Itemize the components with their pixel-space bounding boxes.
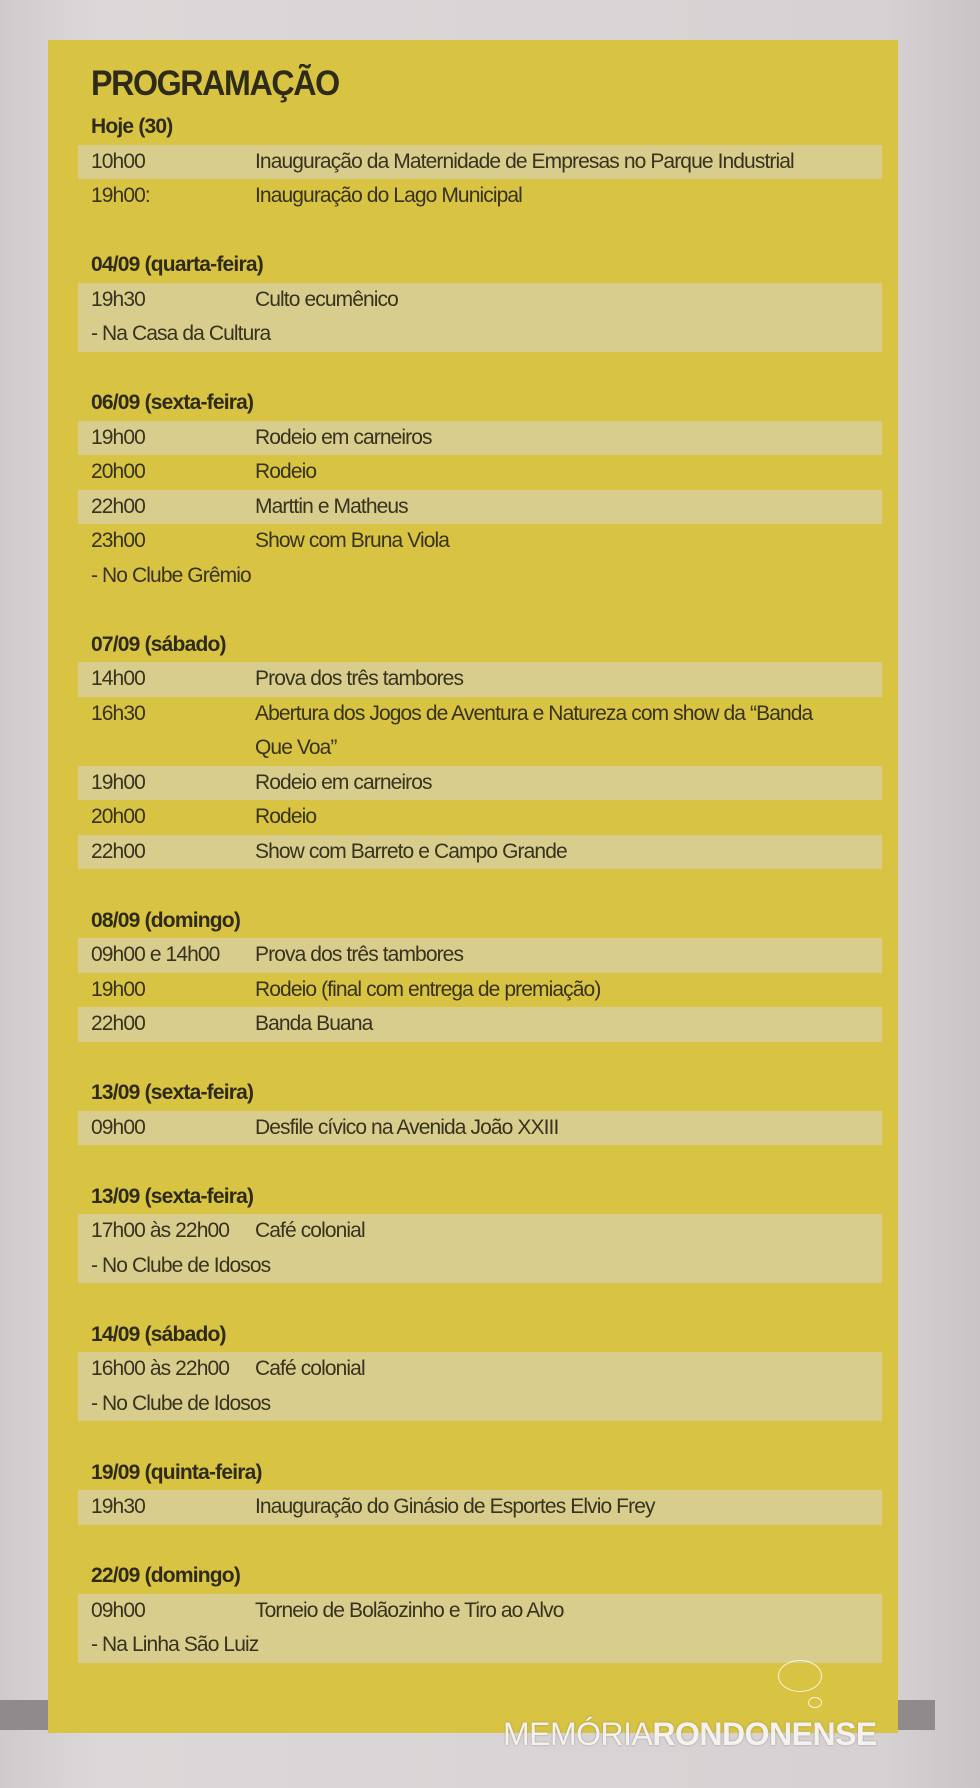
event-description: Rodeio em carneiros (255, 770, 433, 794)
event-description: Culto ecumênico (255, 287, 399, 311)
event-description: Inauguração da Maternidade de Empresas n… (255, 149, 795, 173)
schedule-row: 09h00 e 14h00 Prova dos três tambores (78, 938, 882, 973)
event-time: 19h00 (91, 977, 146, 1001)
schedule-group: 07/09 (sábado) 14h00 Prova dos três tambor… (78, 628, 882, 869)
venue-note: - Na Linha São Luiz (78, 1628, 882, 1663)
event-description: Desfile cívico na Avenida João XXIII (255, 1115, 559, 1139)
event-time: 10h00 (91, 149, 146, 173)
event-time: 19h00 (91, 425, 146, 449)
schedule-group: 06/09 (sexta-feira) 19h00 Rodeio em carnei… (78, 386, 882, 593)
event-time: 17h00 às 22h00 (91, 1219, 230, 1242)
event-description: Rodeio (255, 460, 317, 483)
schedule-row: 14h00 Prova dos três tambores (78, 662, 882, 697)
event-time: 19h30 (91, 287, 146, 311)
event-time: 19h00: (91, 184, 151, 207)
schedule-row: 23h00 Show com Bruna Viola (78, 524, 882, 559)
event-description: Inauguração do Lago Municipal (255, 184, 523, 207)
group-heading: 06/09 (sexta-feira) (91, 391, 254, 414)
event-description: Marttin e Matheus (255, 494, 409, 518)
schedule-row: 16h30 Abertura dos Jogos de Aventura e Na… (78, 697, 882, 766)
watermark-part2: RONDONENSE (652, 1716, 877, 1752)
event-description: Inauguração do Ginásio de Esportes Elvio… (255, 1495, 655, 1518)
venue-note: - No Clube de Idosos (78, 1248, 882, 1283)
group-heading: Hoje (30) (91, 115, 173, 138)
watermark-part1: MEMÓRIA (503, 1716, 653, 1752)
event-time: 16h00 às 22h00 (91, 1357, 230, 1380)
schedule-row: 10h00 Inauguração da Maternidade de Empre… (78, 144, 882, 179)
event-time: 22h00 (91, 839, 146, 863)
event-description: Torneio de Bolãozinho e Tiro ao Alvo (255, 1598, 564, 1622)
event-time: 09h00 (91, 1115, 146, 1139)
schedule-group: 19/09 (quinta-feira) 19h30 Inauguração do … (78, 1456, 882, 1525)
event-description: Rodeio em carneiros (255, 425, 433, 449)
event-time: 09h00 (91, 1598, 146, 1622)
schedule-row: 22h00 Show com Barreto e Campo Grande (78, 834, 882, 869)
group-heading: 19/09 (quinta-feira) (91, 1460, 263, 1484)
event-description: Prova dos três tambores (255, 943, 464, 966)
schedule-group: 08/09 (domingo) 09h00 e 14h00 Prova dos tr… (78, 904, 882, 1042)
group-heading: 14/09 (sábado) (91, 1322, 227, 1346)
schedule-row: 19h30 Culto ecumênico (78, 282, 882, 317)
event-time: 09h00 e 14h00 (91, 943, 220, 966)
schedule-row: 09h00 Desfile cívico na Avenida João XXII… (78, 1110, 882, 1145)
watermark: MEMÓRIARONDONENSE (503, 1716, 877, 1753)
venue-note: - No Clube Grêmio (91, 563, 252, 587)
group-heading: 04/09 (quarta-feira) (91, 253, 264, 276)
event-description: Prova dos três tambores (255, 667, 464, 690)
schedule-group: 04/09 (quarta-feira) 19h30 Culto ecumênico… (78, 248, 882, 352)
event-time: 22h00 (91, 494, 146, 518)
schedule-group: 13/09 (sexta-feira) 17h00 às 22h00 Café co… (78, 1180, 882, 1283)
event-time: 19h30 (91, 1495, 146, 1518)
group-heading: 13/09 (sexta-feira) (91, 1184, 254, 1208)
event-time: 23h00 (91, 529, 146, 552)
event-time: 20h00 (91, 460, 146, 483)
schedule-row: 20h00 Rodeio (78, 800, 882, 835)
group-heading: 07/09 (sábado) (91, 632, 227, 656)
schedule-row: 22h00 Banda Buana (78, 1007, 882, 1042)
schedule-row: 09h00 Torneio de Bolãozinho e Tiro ao Alv… (78, 1593, 882, 1628)
schedule-row: 16h00 às 22h00 Café colonial (78, 1352, 882, 1387)
event-description: Rodeio (final com entrega de premiação) (255, 977, 601, 1001)
schedule-panel: PROGRAMAÇÃO Hoje (30) 10h00 Inauguração da… (48, 40, 898, 1733)
schedule-row: 20h00 Rodeio (78, 455, 882, 490)
schedule-row: 19h00 Rodeio em carneiros (78, 420, 882, 455)
event-description: Rodeio (255, 805, 317, 828)
event-time: 22h00 (91, 1012, 146, 1035)
schedule-row: 19h30 Inauguração do Ginásio de Esportes … (78, 1490, 882, 1525)
group-heading: 22/09 (domingo) (91, 1564, 241, 1587)
schedule-group: 14/09 (sábado) 16h00 às 22h00 Café colonia… (78, 1318, 882, 1421)
group-heading: 08/09 (domingo) (91, 908, 241, 932)
event-time: 16h30 (91, 701, 146, 725)
group-heading: 13/09 (sexta-feira) (91, 1081, 254, 1104)
event-description: Show com Barreto e Campo Grande (255, 839, 568, 863)
event-time: 14h00 (91, 667, 146, 690)
event-time: 20h00 (91, 805, 146, 828)
schedule-group: 13/09 (sexta-feira) 09h00 Desfile cívico n… (78, 1076, 882, 1145)
event-description: Café colonial (255, 1357, 366, 1380)
event-description: Banda Buana (255, 1012, 373, 1035)
watermark-logo-dot-icon (808, 1697, 822, 1708)
schedule-row: 17h00 às 22h00 Café colonial (78, 1214, 882, 1249)
schedule-row: 19h00 Rodeio em carneiros (78, 765, 882, 800)
event-description: Show com Bruna Viola (255, 529, 450, 552)
schedule-list: Hoje (30) 10h00 Inauguração da Maternidade… (78, 110, 882, 1697)
venue-note: - No Clube de Idosos (78, 1386, 882, 1421)
page-title: PROGRAMAÇÃO (91, 64, 340, 103)
watermark-logo-icon (778, 1660, 822, 1692)
schedule-row: 22h00 Marttin e Matheus (78, 489, 882, 524)
schedule-row: 19h00: Inauguração do Lago Municipal (78, 179, 882, 214)
schedule-group: Hoje (30) 10h00 Inauguração da Maternidade… (78, 110, 882, 214)
schedule-row: 19h00 Rodeio (final com entrega de premia… (78, 973, 882, 1008)
event-description: Café colonial (255, 1219, 366, 1242)
event-description: Abertura dos Jogos de Aventura e Naturez… (255, 701, 813, 760)
event-time: 19h00 (91, 770, 146, 794)
venue-note: - Na Casa da Cultura (78, 317, 882, 352)
schedule-group: 22/09 (domingo) 09h00 Torneio de Bolãozinh… (78, 1559, 882, 1663)
